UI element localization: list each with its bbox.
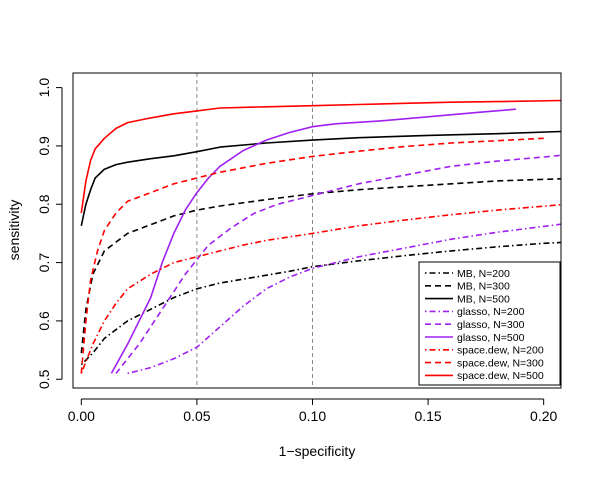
legend-label-2: MB, N=500 (457, 293, 510, 305)
y-tick-label-4: 0.9 (36, 136, 52, 156)
legend-label-3: glasso, N=200 (457, 306, 525, 318)
series-line-2 (80, 130, 561, 226)
legend-label-7: space.dew, N=300 (457, 357, 544, 369)
series-lines (80, 99, 561, 375)
x-tick-label-3: 0.15 (414, 408, 441, 424)
plot-frame (72, 72, 562, 389)
y-tick-label-0: 0.5 (36, 369, 52, 389)
y-tick-label-3: 0.8 (36, 194, 52, 214)
y-tick-label-2: 0.7 (36, 253, 52, 273)
series-line-7 (80, 137, 544, 374)
series-line-5 (110, 108, 516, 374)
y-axis: 0.5 0.6 0.7 0.8 0.9 1.0 (36, 78, 63, 389)
y-tick-label-5: 1.0 (36, 78, 52, 98)
legend-label-8: space.dew, N=500 (457, 370, 544, 382)
series-line-0 (80, 241, 561, 366)
series-line-4 (115, 154, 561, 374)
y-axis-title: sensitivity (6, 200, 22, 261)
x-axis: 0.00 0.05 0.10 0.15 0.20 (68, 398, 557, 424)
reference-lines (196, 73, 313, 388)
legend-label-1: MB, N=300 (457, 281, 510, 293)
x-tick-label-0: 0.00 (68, 408, 95, 424)
legend-box (418, 261, 561, 386)
x-axis-title: 1−specificity (279, 443, 356, 459)
legend-label-6: space.dew, N=200 (457, 345, 544, 357)
series-line-6 (80, 203, 561, 374)
legend-label-4: glasso, N=300 (457, 319, 525, 331)
x-tick-label-4: 0.20 (530, 408, 557, 424)
x-tick-label-2: 0.10 (299, 408, 326, 424)
y-tick-label-1: 0.6 (36, 311, 52, 331)
series-line-8 (80, 99, 561, 214)
legend-label-5: glasso, N=500 (457, 332, 525, 344)
series-line-1 (80, 177, 561, 354)
legend-label-0: MB, N=200 (457, 268, 510, 280)
x-tick-label-1: 0.05 (183, 408, 210, 424)
